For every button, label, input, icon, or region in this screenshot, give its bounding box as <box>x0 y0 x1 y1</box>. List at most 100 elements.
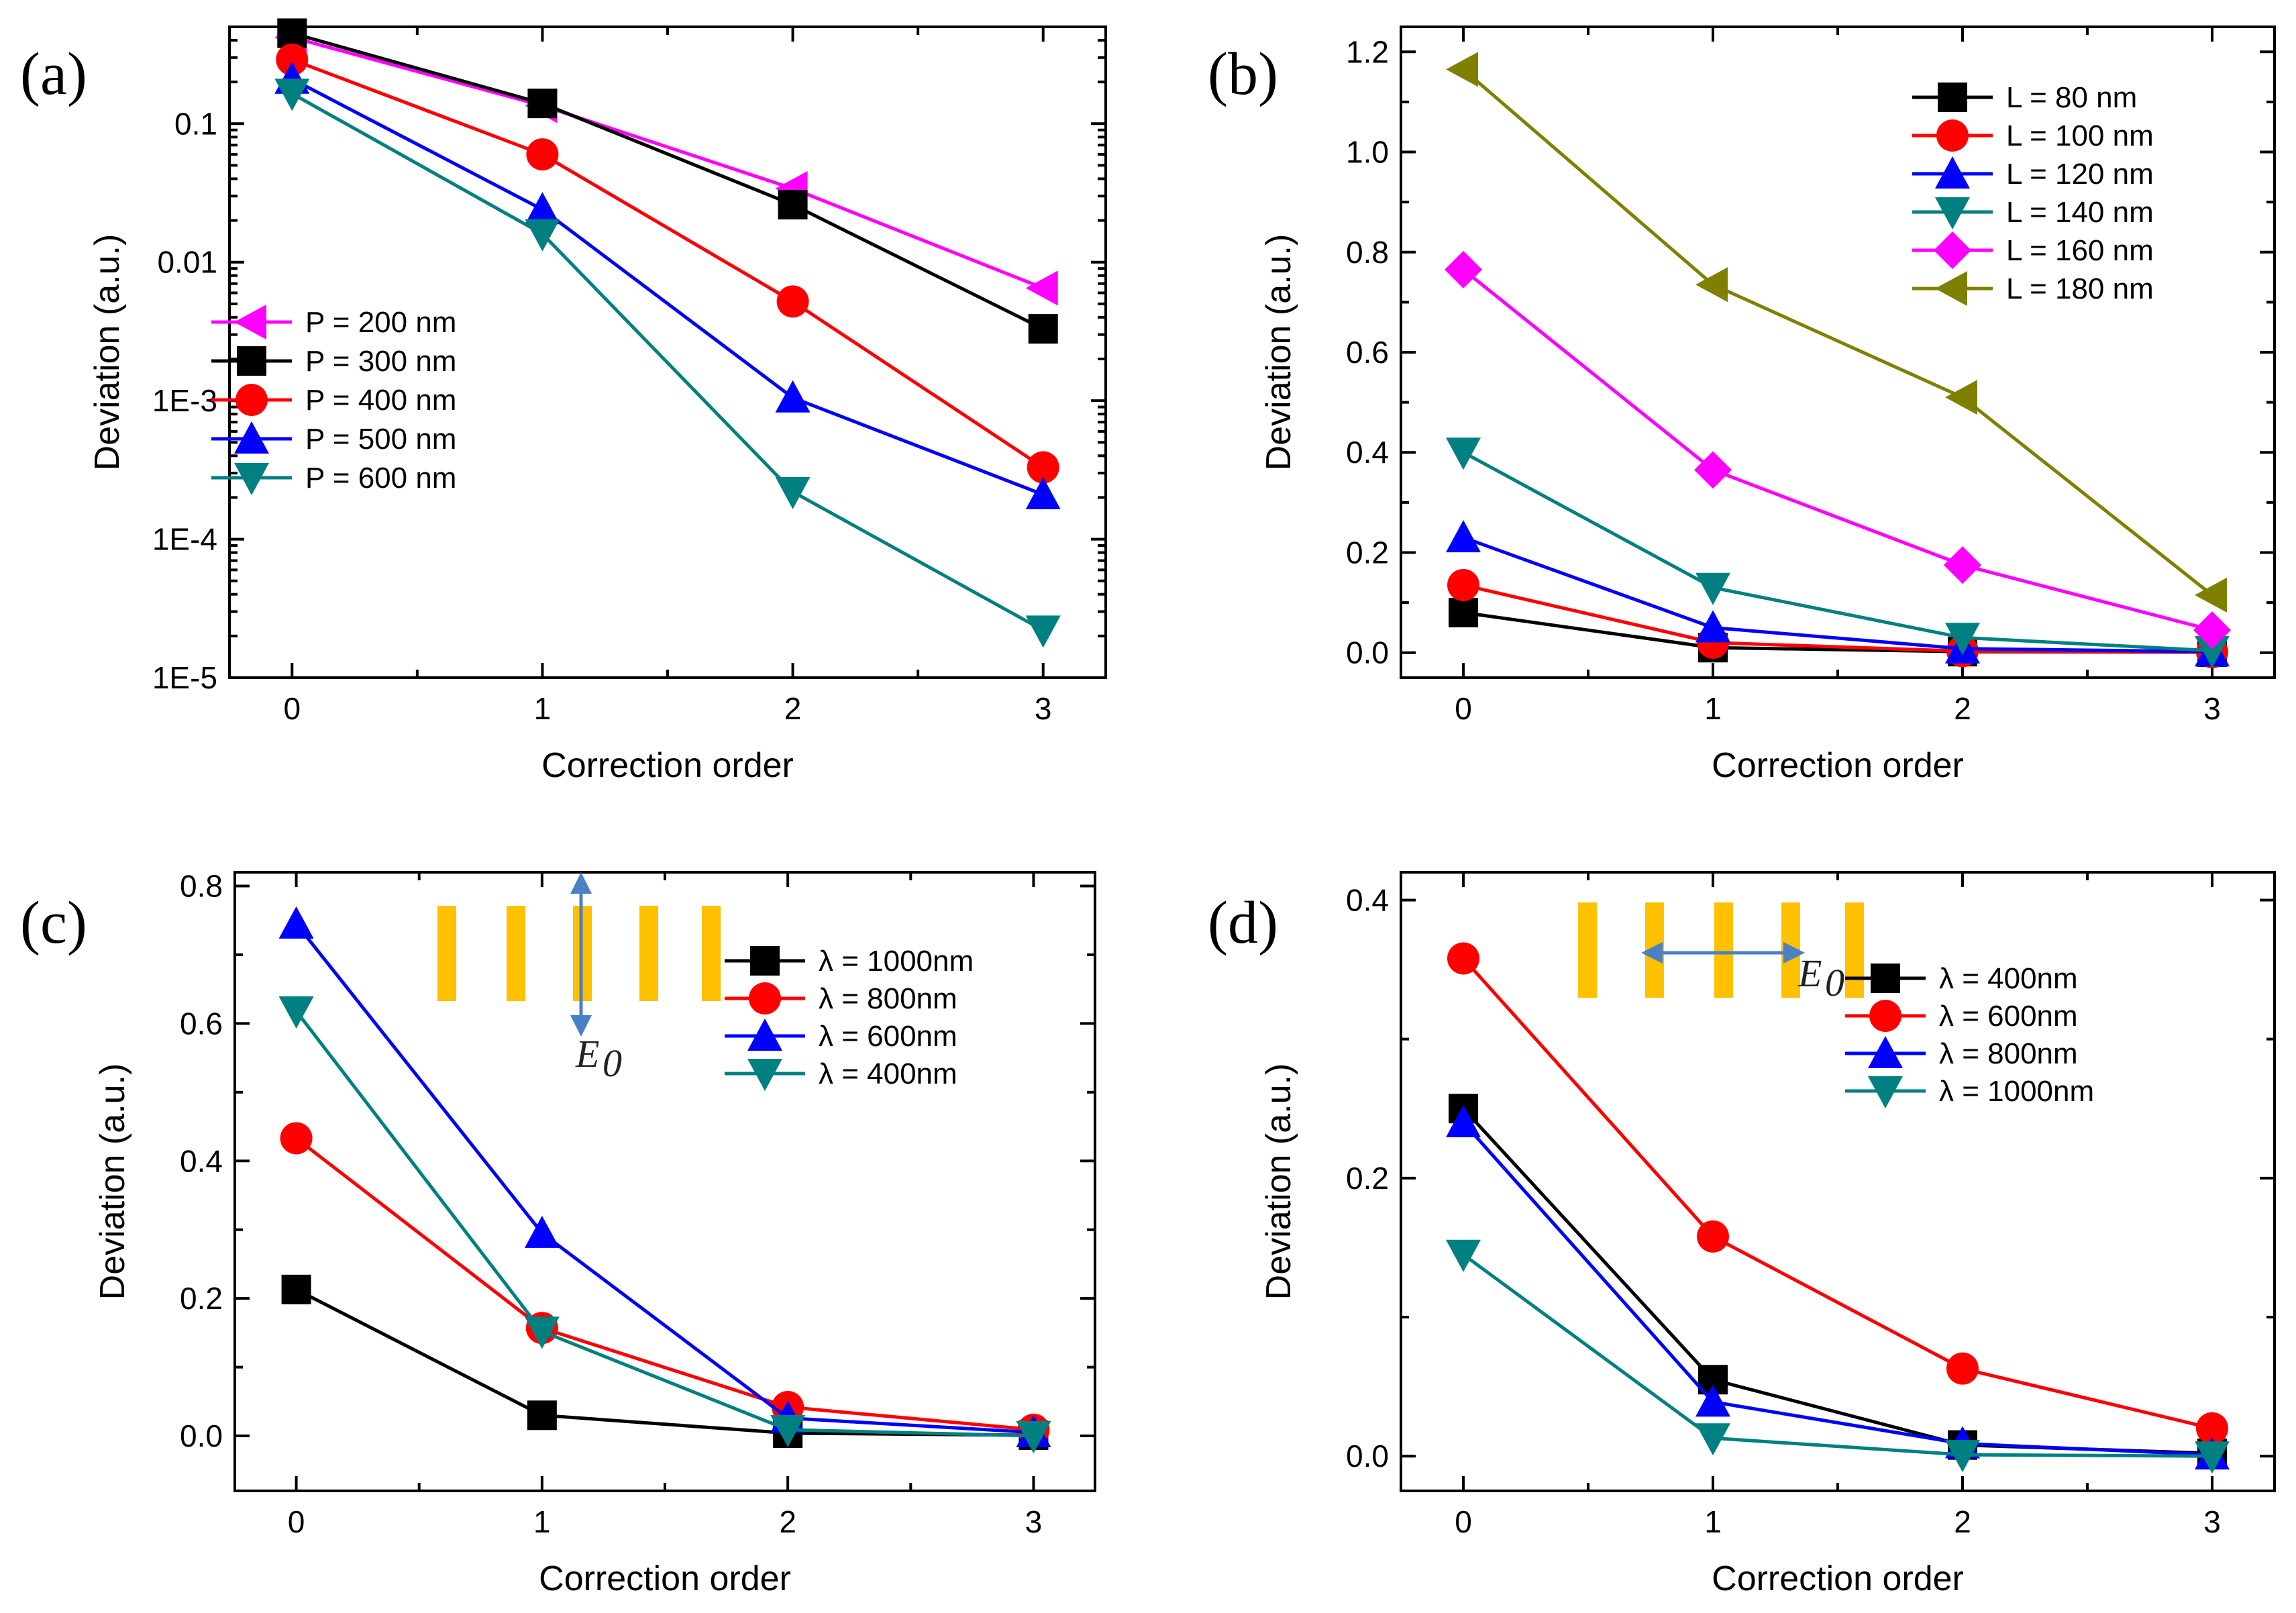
legend-label: λ = 1000nm <box>819 945 974 978</box>
legend: L = 80 nm L = 100 nm L = 120 nm L = 140 nm L… <box>1912 81 2154 306</box>
field-label: E <box>1797 951 1822 995</box>
series-line <box>1462 268 2213 632</box>
series-line <box>295 1137 1034 1432</box>
y-tick-label: 0.0 <box>180 1418 223 1453</box>
legend-entry: λ = 600nm <box>725 1019 957 1053</box>
legend-entry: P = 400 nm <box>211 384 456 417</box>
y-axis-title: Deviation (a.u.) <box>88 234 127 471</box>
data-point <box>1446 437 1481 470</box>
series-1 <box>1447 942 2228 1445</box>
data-point <box>1695 1384 1730 1417</box>
data-point <box>1946 1352 1979 1385</box>
metal-bar <box>1578 902 1597 998</box>
data-point <box>277 18 307 48</box>
legend-entry: λ = 400nm <box>1845 962 2078 995</box>
data-point <box>2193 611 2231 649</box>
data-point <box>1027 451 1059 484</box>
legend: λ = 1000nm λ = 800nm λ = 600nm λ = 400nm <box>725 945 974 1091</box>
data-point <box>775 476 811 509</box>
x-tick-label: 1 <box>1704 691 1722 726</box>
x-tick-label: 3 <box>1025 1504 1043 1539</box>
data-point <box>775 380 811 413</box>
legend-marker <box>1871 964 1900 993</box>
data-point <box>1016 1421 1051 1454</box>
data-point <box>1025 615 1061 648</box>
legend-label: λ = 800nm <box>819 982 957 1015</box>
legend-label: L = 120 nm <box>2006 158 2154 191</box>
field-arrow-head-down <box>570 1015 592 1037</box>
legend-marker <box>1868 1076 1903 1108</box>
x-axis-title: Correction order <box>539 1559 791 1598</box>
legend-marker <box>750 946 780 976</box>
x-tick-label: 2 <box>784 691 802 726</box>
x-tick-label: 1 <box>533 1504 551 1539</box>
metal-bar <box>639 906 658 1001</box>
panel-label: (a) <box>20 41 87 107</box>
y-tick-label: 0.6 <box>180 1006 223 1041</box>
legend-label: λ = 400nm <box>1939 962 2078 995</box>
data-point <box>525 219 560 252</box>
y-tick-label: 0.1 <box>174 106 217 141</box>
data-point <box>778 190 808 220</box>
legend-label: L = 180 nm <box>2006 272 2154 305</box>
data-point <box>1446 1104 1481 1137</box>
data-point <box>525 192 560 225</box>
legend-entry: L = 140 nm <box>1912 196 2154 229</box>
data-point <box>1945 623 1980 656</box>
y-tick-label: 0.4 <box>1346 882 1389 917</box>
legend-label: L = 160 nm <box>2006 234 2154 267</box>
series-0 <box>1449 1094 2227 1469</box>
legend-marker <box>236 384 268 416</box>
legend-entry: L = 120 nm <box>1912 156 2154 191</box>
legend-entry: P = 600 nm <box>211 462 456 495</box>
data-point <box>1447 568 1479 601</box>
panel-d: 0 1 2 3 0.0 0.2 0.4 Correction order Deviation (… <box>1208 871 2276 1598</box>
series-3 <box>1446 1239 2230 1474</box>
data-point <box>1025 270 1058 306</box>
legend-label: L = 80 nm <box>2006 81 2137 114</box>
legend-entry: P = 200 nm <box>211 305 456 340</box>
data-point <box>276 43 309 76</box>
series-line <box>1463 535 2213 654</box>
panel-label: (c) <box>20 890 87 956</box>
y-tick-label: 0.2 <box>1346 535 1389 570</box>
legend-marker <box>234 305 266 340</box>
metal-bar <box>1714 902 1733 998</box>
legend-entry: λ = 800nm <box>725 982 957 1015</box>
x-tick-label: 1 <box>1704 1504 1722 1539</box>
data-point <box>278 996 314 1029</box>
data-point <box>281 1274 311 1304</box>
legend-entry: L = 100 nm <box>1912 119 2154 152</box>
data-point <box>1945 1440 1980 1473</box>
data-point <box>2195 635 2230 668</box>
x-tick-label: 2 <box>1954 1504 1971 1539</box>
metal-bar <box>507 906 525 1001</box>
data-point <box>1945 380 1977 415</box>
data-point <box>278 906 314 939</box>
legend-marker <box>1868 1036 1903 1068</box>
legend-label: λ = 600nm <box>1939 1000 2078 1033</box>
panel-b: 0 1 2 3 0.0 0.2 0.4 0.6 0.8 1.0 1.2 Correction orde… <box>1208 25 2276 785</box>
y-tick-label: 0.8 <box>1346 235 1389 270</box>
data-point <box>1944 546 1981 584</box>
data-point <box>1446 1239 1481 1272</box>
field-label-subscript: 0 <box>603 1041 622 1085</box>
y-axis-title: Deviation (a.u.) <box>1259 1063 1298 1300</box>
legend-label: L = 140 nm <box>2006 196 2154 229</box>
x-tick-label: 2 <box>779 1504 796 1539</box>
y-tick-label: 1E-5 <box>152 660 217 695</box>
y-tick-label: 0.0 <box>1346 635 1389 670</box>
panel-label: (d) <box>1208 890 1278 956</box>
data-point <box>1025 477 1061 510</box>
y-tick-label: 1E-4 <box>152 522 217 557</box>
y-tick-label: 0.0 <box>1346 1439 1389 1473</box>
y-tick-label: 1.2 <box>1346 34 1389 69</box>
field-arrow-head-up <box>570 872 592 894</box>
legend-entry: λ = 800nm <box>1845 1036 2078 1070</box>
data-point <box>527 89 558 119</box>
data-point <box>2195 577 2227 613</box>
x-tick-label: 0 <box>288 1504 305 1539</box>
